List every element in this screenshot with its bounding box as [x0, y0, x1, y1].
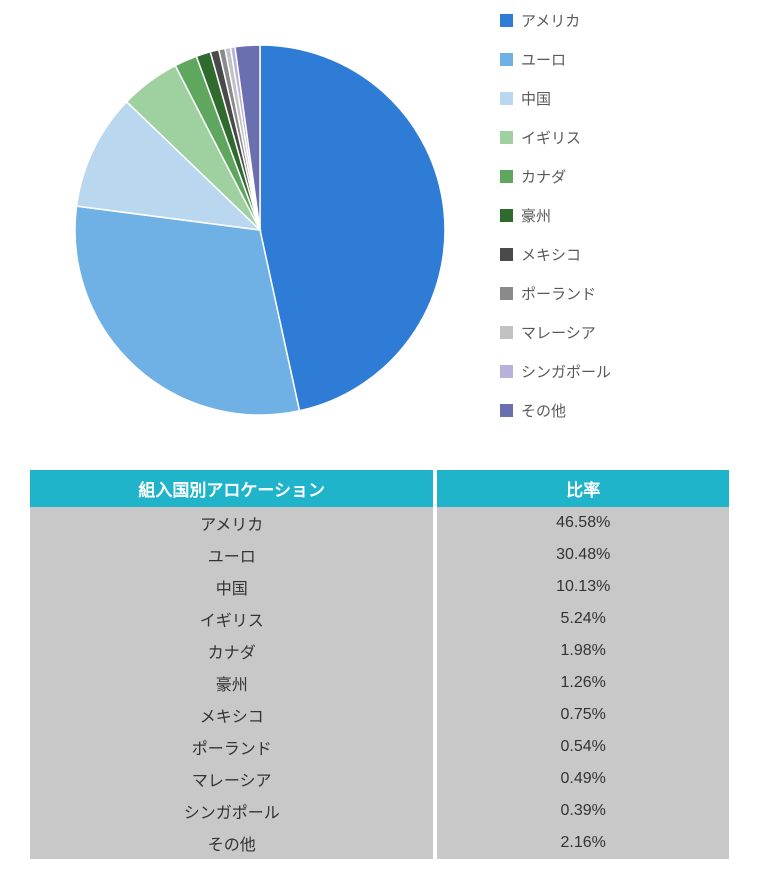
legend-swatch: [500, 92, 513, 105]
cell-ratio: 5.24%: [435, 603, 729, 635]
legend-item: 豪州: [500, 205, 611, 226]
cell-ratio: 46.58%: [435, 507, 729, 539]
legend-item: ポーランド: [500, 283, 611, 304]
legend-label: 豪州: [521, 205, 551, 226]
legend-item: ユーロ: [500, 49, 611, 70]
cell-ratio: 0.54%: [435, 731, 729, 763]
cell-ratio: 10.13%: [435, 571, 729, 603]
legend-label: シンガポール: [521, 361, 611, 382]
legend-label: ポーランド: [521, 283, 596, 304]
cell-name: イギリス: [30, 603, 435, 635]
legend-label: カナダ: [521, 166, 566, 187]
table-body: アメリカ46.58%ユーロ30.48%中国10.13%イギリス5.24%カナダ1…: [30, 507, 729, 859]
pie-chart-container: [0, 10, 500, 440]
cell-name: 豪州: [30, 667, 435, 699]
cell-name: ユーロ: [30, 539, 435, 571]
table-row: ユーロ30.48%: [30, 539, 729, 571]
legend-swatch: [500, 365, 513, 378]
allocation-table-container: 組入国別アロケーション 比率 アメリカ46.58%ユーロ30.48%中国10.1…: [0, 470, 759, 879]
legend-label: マレーシア: [521, 322, 596, 343]
legend-item: シンガポール: [500, 361, 611, 382]
legend-swatch: [500, 14, 513, 27]
table-row: カナダ1.98%: [30, 635, 729, 667]
legend-swatch: [500, 248, 513, 261]
legend-item: マレーシア: [500, 322, 611, 343]
legend-label: アメリカ: [521, 10, 580, 31]
chart-area: アメリカユーロ中国イギリスカナダ豪州メキシコポーランドマレーシアシンガポールその…: [0, 0, 759, 470]
table-row: 中国10.13%: [30, 571, 729, 603]
cell-ratio: 0.49%: [435, 763, 729, 795]
legend-label: ユーロ: [521, 49, 566, 70]
allocation-table: 組入国別アロケーション 比率 アメリカ46.58%ユーロ30.48%中国10.1…: [30, 470, 729, 859]
legend-item: メキシコ: [500, 244, 611, 265]
pie-chart: [0, 20, 500, 440]
cell-name: ポーランド: [30, 731, 435, 763]
table-row: メキシコ0.75%: [30, 699, 729, 731]
cell-name: その他: [30, 827, 435, 859]
cell-ratio: 0.39%: [435, 795, 729, 827]
legend-swatch: [500, 131, 513, 144]
cell-name: マレーシア: [30, 763, 435, 795]
table-header-row: 組入国別アロケーション 比率: [30, 470, 729, 507]
legend-label: メキシコ: [521, 244, 581, 265]
cell-name: カナダ: [30, 635, 435, 667]
table-header-ratio: 比率: [435, 470, 729, 507]
table-row: マレーシア0.49%: [30, 763, 729, 795]
table-row: シンガポール0.39%: [30, 795, 729, 827]
cell-name: アメリカ: [30, 507, 435, 539]
cell-ratio: 2.16%: [435, 827, 729, 859]
cell-ratio: 1.26%: [435, 667, 729, 699]
legend-item: カナダ: [500, 166, 611, 187]
table-row: その他2.16%: [30, 827, 729, 859]
cell-ratio: 30.48%: [435, 539, 729, 571]
legend-swatch: [500, 209, 513, 222]
chart-legend: アメリカユーロ中国イギリスカナダ豪州メキシコポーランドマレーシアシンガポールその…: [500, 10, 611, 439]
legend-item: 中国: [500, 88, 611, 109]
legend-item: イギリス: [500, 127, 611, 148]
cell-name: シンガポール: [30, 795, 435, 827]
legend-swatch: [500, 170, 513, 183]
legend-swatch: [500, 404, 513, 417]
legend-item: その他: [500, 400, 611, 421]
cell-name: メキシコ: [30, 699, 435, 731]
table-row: アメリカ46.58%: [30, 507, 729, 539]
legend-label: イギリス: [521, 127, 581, 148]
table-row: イギリス5.24%: [30, 603, 729, 635]
legend-swatch: [500, 326, 513, 339]
legend-label: その他: [521, 400, 566, 421]
cell-ratio: 0.75%: [435, 699, 729, 731]
legend-swatch: [500, 53, 513, 66]
legend-label: 中国: [521, 88, 551, 109]
cell-name: 中国: [30, 571, 435, 603]
legend-swatch: [500, 287, 513, 300]
cell-ratio: 1.98%: [435, 635, 729, 667]
legend-item: アメリカ: [500, 10, 611, 31]
table-row: 豪州1.26%: [30, 667, 729, 699]
table-header-name: 組入国別アロケーション: [30, 470, 435, 507]
table-row: ポーランド0.54%: [30, 731, 729, 763]
